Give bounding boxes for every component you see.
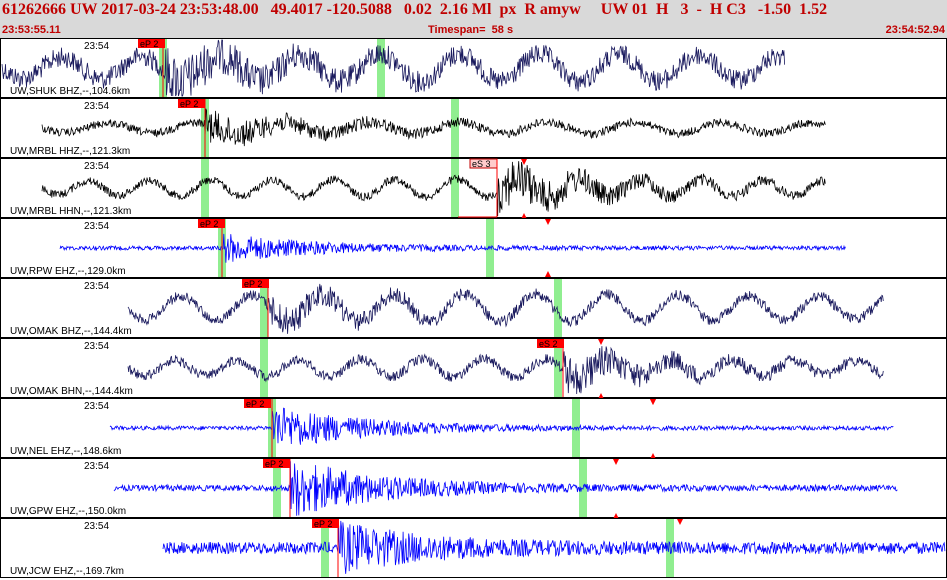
trace-panel[interactable]: 23:54 eP 2 UW,GPW EHZ,--,150.0km bbox=[0, 458, 947, 520]
station-label: UW,RPW EHZ,--,129.0km bbox=[10, 266, 126, 277]
station-label: UW,MRBL HHN,--,121.3km bbox=[10, 206, 131, 217]
panel-frame bbox=[0, 98, 947, 158]
trace-panel[interactable]: 23:54 eP 2 UW,SHUK BHZ,--,104.6km bbox=[0, 38, 947, 98]
end-time: 23:54:52.94 bbox=[885, 24, 945, 36]
predicted-arrival-bar bbox=[554, 339, 562, 397]
predicted-arrival-bar bbox=[260, 279, 268, 337]
station-label: UW,OMAK BHZ,--,144.4km bbox=[10, 326, 132, 337]
station-label: UW,OMAK BHN,--,144.4km bbox=[10, 386, 133, 397]
event-header: 61262666 UW 2017-03-24 23:53:48.00 49.40… bbox=[0, 0, 947, 38]
waveform bbox=[59, 233, 846, 263]
predicted-arrival-bar bbox=[273, 459, 281, 517]
arrival-marker bbox=[545, 219, 551, 225]
station-label: UW,JCW EHZ,--,169.7km bbox=[10, 566, 124, 577]
station-label: UW,NEL EHZ,--,148.6km bbox=[10, 446, 121, 457]
pick-flag[interactable] bbox=[242, 279, 269, 288]
predicted-arrival-bar bbox=[451, 99, 459, 157]
predicted-arrival-bar bbox=[451, 159, 459, 217]
pick-label[interactable]: eP 2 bbox=[246, 399, 264, 409]
pick-flag[interactable] bbox=[138, 39, 165, 48]
time-label: 23:54 bbox=[84, 281, 109, 292]
predicted-arrival-bar bbox=[486, 219, 494, 277]
time-label: 23:54 bbox=[84, 401, 109, 412]
trace-panel[interactable]: 23:54 eP 2 UW,JCW EHZ,--,169.7km bbox=[0, 518, 947, 578]
arrival-marker bbox=[598, 339, 604, 345]
pick-flag[interactable] bbox=[312, 519, 339, 528]
trace-panel[interactable]: 23:54 eS 2 UW,OMAK BHN,--,144.4km bbox=[0, 338, 947, 406]
pick-label[interactable]: eS 2 bbox=[539, 339, 558, 349]
arrival-marker bbox=[677, 519, 683, 525]
arrival-marker bbox=[521, 213, 527, 219]
panel-frame bbox=[0, 338, 947, 398]
start-time: 23:53:55.11 bbox=[2, 24, 61, 36]
station-label: UW,MRBL HHZ,--,121.3km bbox=[10, 146, 130, 157]
time-label: 23:54 bbox=[84, 41, 109, 52]
pick-flag[interactable] bbox=[198, 219, 225, 228]
pick-label[interactable]: eS 3 bbox=[472, 159, 491, 169]
pick-label[interactable]: eP 2 bbox=[244, 279, 262, 289]
time-label: 23:54 bbox=[84, 221, 109, 232]
pick-label[interactable]: eP 2 bbox=[180, 99, 198, 109]
predicted-arrival-bar bbox=[201, 159, 209, 217]
waveform bbox=[127, 283, 884, 334]
waveform bbox=[109, 407, 894, 445]
time-label: 23:54 bbox=[84, 461, 109, 472]
event-title: 61262666 UW 2017-03-24 23:53:48.00 49.40… bbox=[2, 1, 828, 18]
arrival-marker bbox=[545, 271, 551, 277]
predicted-arrival-bar bbox=[260, 339, 268, 397]
pick-flag[interactable] bbox=[178, 99, 205, 108]
station-label: UW,GPW EHZ,--,150.0km bbox=[10, 506, 126, 517]
arrival-marker bbox=[521, 159, 527, 165]
waveform bbox=[41, 108, 826, 147]
time-label: 23:54 bbox=[84, 101, 109, 112]
arrival-marker bbox=[650, 399, 656, 405]
waveform bbox=[113, 461, 898, 516]
waveform bbox=[1, 39, 785, 97]
pick-flag[interactable] bbox=[263, 459, 290, 468]
station-label: UW,SHUK BHZ,--,104.6km bbox=[10, 86, 130, 97]
arrival-marker bbox=[598, 393, 604, 399]
predicted-arrival-bar bbox=[321, 519, 329, 577]
predicted-arrival-bar bbox=[554, 279, 562, 337]
pick-flag[interactable] bbox=[537, 339, 564, 348]
time-label: 23:54 bbox=[84, 521, 109, 532]
waveform bbox=[127, 346, 884, 395]
pick-label[interactable]: eP 2 bbox=[140, 39, 158, 49]
trace-panel[interactable]: 23:54 eS 3 UW,MRBL HHN,--,121.3km bbox=[0, 158, 947, 226]
trace-panel[interactable]: 23:54 eP 2 UW,OMAK BHZ,--,144.4km bbox=[0, 278, 947, 338]
predicted-arrival-bar bbox=[377, 39, 385, 97]
trace-panel[interactable]: 23:54 eP 2 UW,RPW EHZ,--,129.0km bbox=[0, 218, 947, 278]
waveform bbox=[41, 161, 826, 217]
arrival-marker bbox=[650, 453, 656, 459]
trace-panel[interactable]: 23:54 eP 2 UW,MRBL HHZ,--,121.3km bbox=[0, 98, 947, 158]
time-label: 23:54 bbox=[84, 161, 109, 172]
pick-flag[interactable] bbox=[244, 399, 271, 408]
pick-label[interactable]: eP 2 bbox=[200, 219, 218, 229]
timespan-label: Timespan= 58 s bbox=[428, 24, 514, 36]
arrival-marker bbox=[613, 513, 619, 519]
pick-label[interactable]: eP 2 bbox=[314, 519, 332, 529]
trace-panel[interactable]: 23:54 eP 2 UW,NEL EHZ,--,148.6km bbox=[0, 398, 947, 466]
arrival-marker bbox=[613, 459, 619, 465]
pick-label[interactable]: eP 2 bbox=[265, 459, 283, 469]
time-label: 23:54 bbox=[84, 341, 109, 352]
seismogram-panels[interactable]: 23:54 eP 2 UW,SHUK BHZ,--,104.6km 23:54 eP 2… bbox=[0, 38, 947, 580]
waveform bbox=[162, 520, 946, 574]
